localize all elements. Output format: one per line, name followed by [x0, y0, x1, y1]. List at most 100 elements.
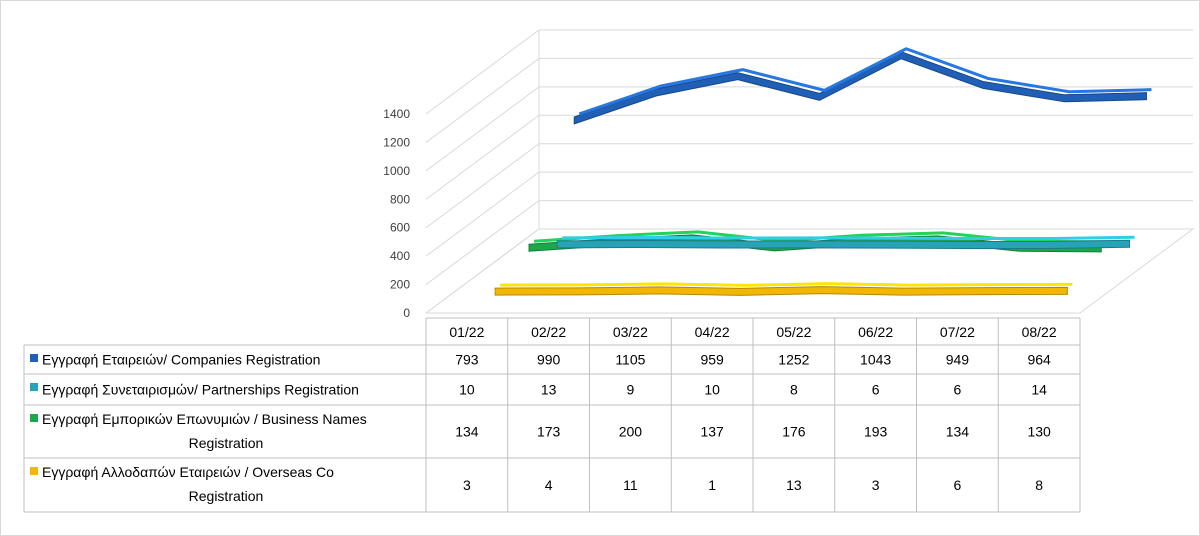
series-ribbon-body: [573, 51, 1147, 125]
data-point: [494, 291, 496, 293]
y-tick-label: 400: [390, 249, 410, 263]
series-ribbon: [573, 47, 1152, 125]
y-tick-label: 1400: [383, 107, 410, 121]
data-point: [1047, 244, 1049, 246]
data-point: [1145, 95, 1147, 97]
data-point: [821, 289, 823, 291]
series-ribbon-top: [500, 282, 1073, 287]
data-point: [883, 244, 885, 246]
data-label: 176: [782, 424, 806, 440]
data-label: 1: [708, 477, 716, 493]
data-label: 9: [626, 382, 634, 398]
gridline-wall: [425, 200, 540, 285]
x-tick-label: 03/22: [613, 324, 648, 340]
data-label: 990: [537, 352, 561, 368]
data-point: [528, 247, 530, 249]
data-point: [737, 75, 739, 77]
y-tick-label: 0: [403, 306, 410, 320]
data-point: [655, 91, 657, 93]
legend-key: [30, 414, 38, 422]
data-point: [900, 54, 902, 56]
legend-entry: Εγγραφή Εμπορικών Επωνυμιών / Business N…: [42, 411, 367, 427]
data-label: 173: [537, 424, 561, 440]
data-point: [985, 290, 987, 292]
legend-key: [30, 383, 38, 391]
data-label: 10: [459, 382, 475, 398]
series-ribbon-top: [562, 235, 1135, 240]
y-tick-label: 200: [390, 278, 410, 292]
data-label: 200: [619, 424, 643, 440]
gridline-wall: [425, 114, 540, 200]
x-tick-label: 06/22: [858, 324, 893, 340]
gridline-wall: [425, 143, 540, 229]
data-point: [739, 291, 741, 293]
data-point: [965, 244, 967, 246]
legend-entry-line2: Registration: [189, 488, 264, 504]
gridline-wall: [425, 58, 540, 143]
data-label: 137: [700, 424, 724, 440]
legend-entry: Εγγραφή Αλλοδαπών Εταιρειών / Overseas C…: [42, 464, 334, 480]
y-tick-label: 1000: [383, 164, 410, 178]
data-point: [802, 243, 804, 245]
data-point: [1064, 97, 1066, 99]
x-tick-label: 04/22: [695, 324, 730, 340]
gridline-wall: [425, 86, 540, 172]
data-label: 11: [623, 477, 638, 493]
data-point: [903, 291, 905, 293]
gridlines: [424, 29, 1195, 314]
data-point: [818, 96, 820, 98]
data-label: 6: [872, 382, 880, 398]
data-label: 13: [786, 477, 802, 493]
data-label: 134: [455, 424, 479, 440]
data-label: 1252: [778, 352, 809, 368]
x-tick-label: 07/22: [940, 324, 975, 340]
data-point: [576, 290, 578, 292]
data-label: 130: [1027, 424, 1051, 440]
data-point: [556, 243, 558, 245]
data-label: 964: [1027, 352, 1051, 368]
series-ribbon: [494, 282, 1073, 296]
data-label: 13: [541, 382, 557, 398]
data-label: 10: [704, 382, 720, 398]
data-label: 3: [872, 477, 880, 493]
legend-key: [30, 354, 38, 362]
data-point: [1066, 290, 1068, 292]
data-label: 193: [864, 424, 888, 440]
data-label: 1043: [860, 352, 891, 368]
gridline-wall: [425, 29, 540, 115]
legend-entry: Εγγραφή Συνεταιρισμών/ Partnerships Regi…: [42, 382, 359, 398]
data-table: 01/22 02/22 03/22 04/22 05/22 06/22 07/22 08/22…: [23, 317, 1081, 513]
legend-key: [30, 467, 38, 475]
data-label: 1105: [615, 352, 645, 368]
x-tick-label: 08/22: [1022, 324, 1057, 340]
x-tick-label: 05/22: [776, 324, 811, 340]
data-label: 6: [953, 382, 961, 398]
data-point: [658, 289, 660, 291]
series-ribbon: [556, 235, 1135, 249]
y-tick-label: 600: [390, 221, 410, 235]
data-label: 14: [1031, 382, 1047, 398]
data-point: [1129, 243, 1131, 245]
series-ribbon-top: [578, 47, 1152, 116]
data-point: [982, 84, 984, 86]
data-label: 134: [946, 424, 970, 440]
data-label: 959: [700, 352, 724, 368]
legend-entry-line2: Registration: [189, 435, 264, 451]
data-label: 3: [463, 477, 471, 493]
gridline-wall: [425, 171, 540, 257]
y-tick-label: 1200: [383, 135, 410, 149]
x-tick-label: 02/22: [531, 324, 566, 340]
data-label: 949: [946, 352, 970, 368]
series-ribbon-body: [556, 239, 1131, 249]
data-label: 8: [790, 382, 798, 398]
series-ribbon-body: [494, 286, 1068, 296]
data-point: [573, 119, 575, 121]
chart-floor: [424, 228, 1195, 314]
data-label: 6: [953, 477, 961, 493]
data-label: 8: [1035, 477, 1043, 493]
data-point: [720, 244, 722, 246]
data-point: [638, 243, 640, 245]
data-label: 793: [455, 352, 479, 368]
y-tick-label: 800: [390, 192, 410, 206]
